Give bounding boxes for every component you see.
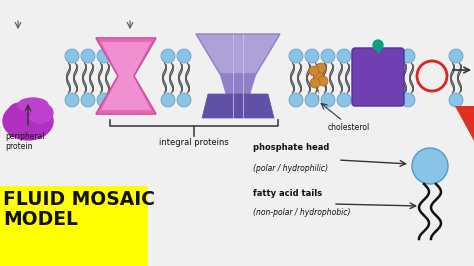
Text: (polar / hydrophilic): (polar / hydrophilic) [253, 164, 328, 173]
Polygon shape [96, 38, 156, 114]
Text: FLUID MOSAIC
MODEL: FLUID MOSAIC MODEL [3, 190, 155, 229]
Ellipse shape [9, 103, 31, 119]
Circle shape [318, 76, 328, 86]
Circle shape [313, 70, 323, 80]
Circle shape [337, 49, 351, 63]
Circle shape [412, 148, 448, 184]
Text: integral proteins: integral proteins [159, 138, 229, 147]
Circle shape [305, 93, 319, 107]
Circle shape [373, 40, 383, 50]
Circle shape [289, 93, 303, 107]
Polygon shape [455, 106, 474, 141]
Text: peripheral
protein: peripheral protein [5, 132, 45, 151]
Polygon shape [202, 94, 274, 118]
Circle shape [161, 93, 175, 107]
Circle shape [81, 93, 95, 107]
Circle shape [321, 93, 335, 107]
Circle shape [65, 93, 79, 107]
Circle shape [316, 63, 326, 73]
Circle shape [289, 49, 303, 63]
Circle shape [449, 93, 463, 107]
Circle shape [177, 49, 191, 63]
Text: cholesterol: cholesterol [328, 123, 370, 132]
Polygon shape [196, 34, 280, 74]
FancyBboxPatch shape [0, 186, 148, 266]
Ellipse shape [18, 98, 48, 112]
Circle shape [309, 66, 319, 76]
Circle shape [81, 49, 95, 63]
Polygon shape [220, 74, 256, 94]
Text: phosphate head: phosphate head [253, 143, 329, 152]
Circle shape [305, 49, 319, 63]
Polygon shape [101, 42, 151, 110]
Ellipse shape [27, 103, 53, 123]
Circle shape [97, 93, 111, 107]
Circle shape [449, 49, 463, 63]
Circle shape [97, 49, 111, 63]
Circle shape [65, 49, 79, 63]
Circle shape [161, 49, 175, 63]
Circle shape [337, 93, 351, 107]
Circle shape [310, 78, 320, 88]
Circle shape [401, 49, 415, 63]
Circle shape [321, 49, 335, 63]
Text: fatty acid tails: fatty acid tails [253, 189, 322, 198]
Text: (non-polar / hydrophobic): (non-polar / hydrophobic) [253, 208, 350, 217]
Circle shape [177, 93, 191, 107]
FancyBboxPatch shape [352, 48, 404, 106]
Circle shape [401, 93, 415, 107]
Ellipse shape [3, 102, 53, 140]
